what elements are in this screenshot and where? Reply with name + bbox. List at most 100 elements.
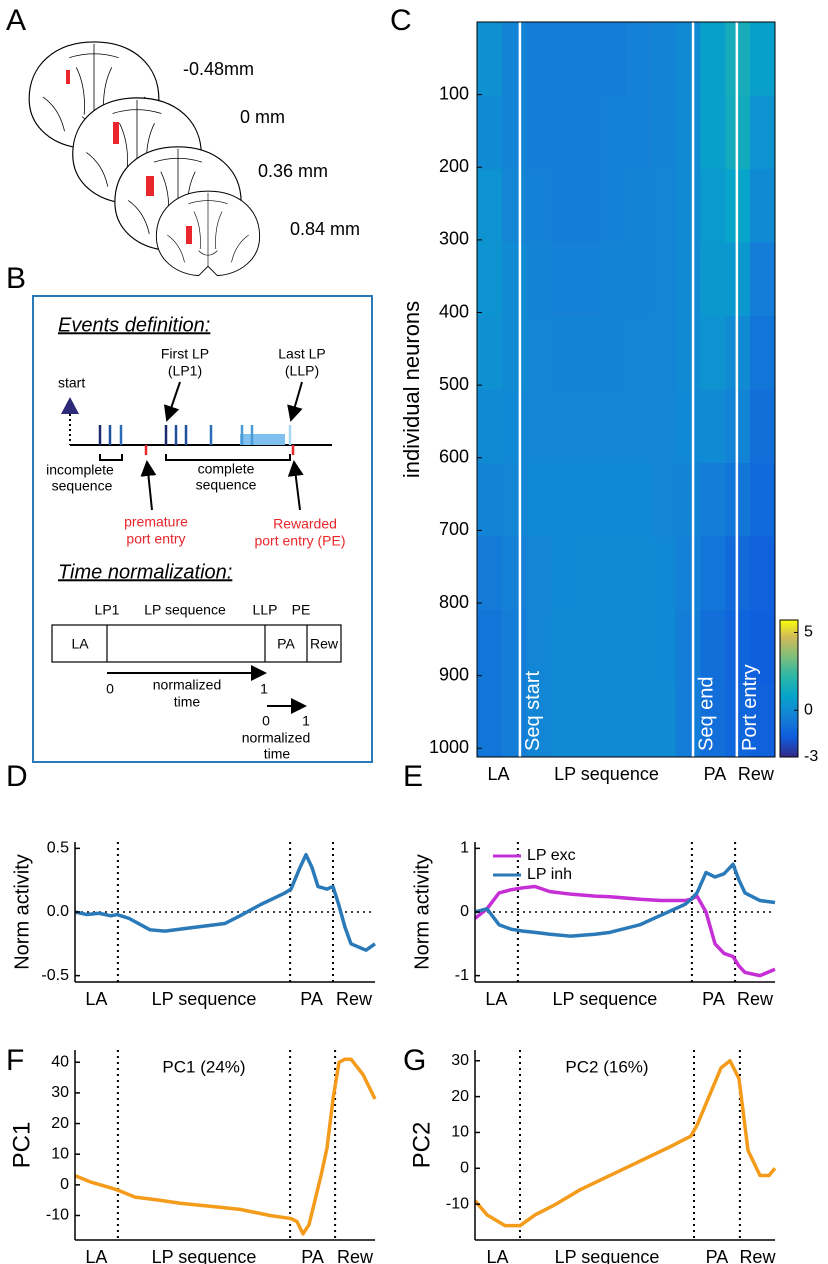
label: 0: [262, 713, 270, 729]
label: sequence: [196, 477, 257, 493]
colorbar-segment: [780, 731, 798, 735]
x-axis-label: LA: [487, 764, 509, 784]
heatmap-cell: [576, 463, 602, 537]
colorbar-segment: [780, 706, 798, 710]
colorbar-segment: [780, 750, 798, 753]
label: PE: [292, 602, 311, 618]
colorbar-segment: [780, 697, 798, 701]
heatmap-cell: [576, 683, 602, 758]
heatmap-cell: [675, 95, 701, 170]
heatmap-cell: [700, 316, 726, 390]
label: Rewarded: [273, 516, 337, 532]
heatmap-cell: [650, 683, 677, 758]
y-tick-label: 10: [51, 1145, 69, 1162]
x-axis-label: PA: [702, 989, 725, 1009]
colorbar-segment: [780, 715, 798, 719]
colorbar-tick-label: -3: [804, 748, 818, 765]
heatmap-cell: [750, 316, 776, 390]
heatmap-cell: [750, 95, 776, 170]
colorbar-segment: [780, 670, 798, 674]
label: sequence: [52, 478, 113, 494]
data-line: [74, 1057, 377, 1236]
y-tick-label: 1: [460, 840, 469, 857]
data-line: [473, 1059, 777, 1228]
colorbar-segment: [780, 745, 798, 749]
colorbar-segment: [780, 686, 798, 689]
heatmap-cell: [750, 169, 776, 243]
colorbar-segment: [780, 665, 798, 669]
event-label: Seq start: [522, 671, 544, 751]
colorbar-segment: [780, 647, 798, 651]
colorbar-segment: [780, 754, 798, 758]
y-tick-label: 0: [460, 1160, 469, 1177]
colorbar-segment: [780, 729, 798, 733]
y-tick-label: 20: [51, 1115, 69, 1132]
heatmap-cell: [477, 536, 503, 611]
colorbar-segment: [780, 672, 798, 676]
label: PA: [277, 636, 295, 652]
colorbar-segment: [780, 734, 798, 737]
label: time: [174, 694, 201, 710]
colorbar-segment: [780, 622, 798, 626]
y-tick-label: 30: [51, 1084, 69, 1101]
x-axis-label: LP sequence: [152, 989, 257, 1009]
heatmap-cell: [700, 463, 726, 537]
x-axis-label: LP sequence: [152, 1247, 257, 1264]
colorbar-segment: [780, 747, 798, 751]
colorbar-segment: [780, 638, 798, 642]
section-title: Time normalization:: [58, 561, 232, 583]
heatmap-cell: [501, 536, 528, 611]
heatmap-cell: [576, 95, 602, 170]
colorbar-segment: [780, 626, 798, 630]
bracket: [99, 454, 123, 461]
colorbar-segment: [780, 677, 798, 680]
arrow: [287, 460, 304, 511]
heatmap-cell: [501, 610, 528, 684]
heatmap-cell: [750, 463, 776, 537]
colorbar-segment: [780, 693, 798, 696]
y-tick-label: -10: [46, 1207, 69, 1224]
heatmap-cell: [750, 389, 776, 464]
section-level: 0 mm: [240, 107, 285, 127]
heatmap-cell: [501, 242, 528, 317]
heatmap-cell: [551, 683, 577, 758]
y-tick-label: -10: [446, 1195, 469, 1212]
x-axis-label: PA: [300, 989, 323, 1009]
heatmap-cell: [675, 169, 701, 243]
heatmap-cell: [675, 389, 701, 464]
colorbar-segment: [780, 752, 798, 756]
y-tick-label: 500: [439, 374, 469, 394]
heatmap-cell: [576, 169, 602, 243]
y-axis-title: PC2: [408, 1122, 435, 1169]
colorbar-segment: [780, 642, 798, 646]
lesion: [186, 226, 192, 244]
press-ticks: [98, 425, 295, 455]
colorbar-segment: [780, 649, 798, 653]
heatmap-cell: [526, 536, 552, 611]
heatmap-cell: [601, 242, 627, 317]
arrow: [163, 381, 181, 422]
panel-letter: C: [390, 4, 412, 37]
heatmap-cell: [626, 95, 652, 170]
colorbar-segment: [780, 727, 798, 731]
panel-frame: [32, 295, 373, 763]
colorbar-segment: [780, 656, 798, 660]
heatmap-cell: [650, 22, 677, 96]
heatmap-cell: [526, 22, 552, 96]
panel-letter: B: [6, 262, 26, 295]
y-tick-label: 0: [460, 903, 469, 920]
colorbar-segment: [780, 681, 798, 685]
section-title: Events definition:: [58, 314, 210, 336]
colorbar-segment: [780, 725, 798, 728]
heatmap-cell: [501, 22, 528, 96]
heatmap-cell: [551, 95, 577, 170]
heatmap-cell: [626, 389, 652, 464]
colorbar-segment: [780, 661, 798, 664]
colorbar-segment: [780, 635, 798, 639]
x-axis-label: Rew: [336, 989, 373, 1009]
x-axis-label: PA: [706, 1247, 729, 1264]
y-tick-label: 400: [439, 301, 469, 321]
plot-frame: [476, 21, 776, 758]
heatmap-cell: [526, 610, 552, 684]
